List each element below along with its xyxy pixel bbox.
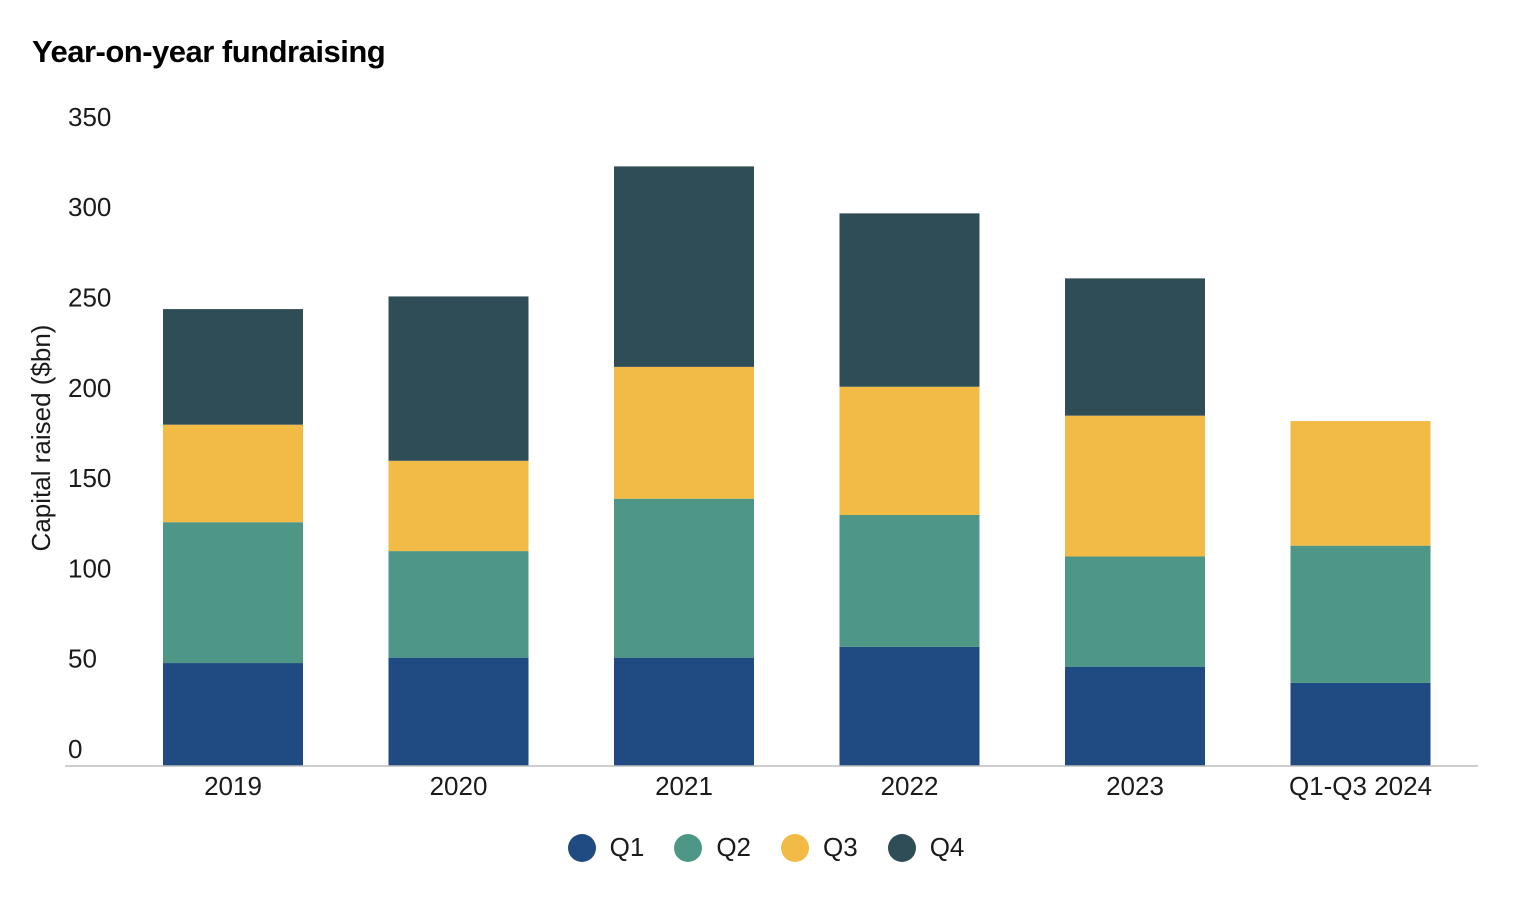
bar-segment-q2-2023[interactable] bbox=[1065, 556, 1205, 667]
y-tick-label-300: 300 bbox=[68, 192, 111, 222]
bar-segment-q1-2023[interactable] bbox=[1065, 666, 1205, 766]
x-axis-ticks: 2019 2020 2021 2022 2023 Q1-Q3 2024 bbox=[204, 771, 1432, 801]
bar-segment-q1-q1-q3-2024[interactable] bbox=[1290, 682, 1431, 766]
bar-segment-q4-2022[interactable] bbox=[839, 213, 980, 387]
x-tick-label-2022: 2022 bbox=[881, 771, 939, 801]
bar-segment-q1-2020[interactable] bbox=[388, 657, 529, 766]
legend: Q1 Q2 Q3 Q4 bbox=[0, 832, 1522, 863]
y-tick-label-250: 250 bbox=[68, 283, 111, 313]
y-axis-title: Capital raised ($bn) bbox=[26, 325, 56, 552]
bar-segment-q2-2019[interactable] bbox=[163, 522, 303, 664]
chart-title: Year-on-year fundraising bbox=[32, 34, 386, 69]
bar-segment-q3-2021[interactable] bbox=[614, 366, 754, 499]
legend-label-q2: Q2 bbox=[716, 832, 751, 862]
bar-segment-q3-2022[interactable] bbox=[839, 386, 980, 515]
y-tick-label-100: 100 bbox=[68, 553, 111, 583]
y-tick-label-350: 350 bbox=[68, 102, 111, 132]
bar-segment-q4-2020[interactable] bbox=[388, 296, 529, 461]
legend-label-q3: Q3 bbox=[823, 832, 858, 862]
bar-segment-q1-2019[interactable] bbox=[163, 663, 303, 766]
legend-label-q1: Q1 bbox=[609, 832, 645, 862]
bar-segment-q1-2021[interactable] bbox=[614, 657, 754, 766]
legend-swatch-q4 bbox=[887, 833, 916, 862]
legend-item-q4[interactable]: Q4 bbox=[887, 832, 965, 863]
x-tick-label-2021: 2021 bbox=[655, 771, 713, 801]
bar-segment-q4-2023[interactable] bbox=[1065, 278, 1205, 416]
y-tick-label-150: 150 bbox=[68, 463, 111, 493]
legend-swatch-q2 bbox=[674, 833, 703, 862]
y-tick-label-50: 50 bbox=[68, 644, 97, 674]
x-tick-label-2023: 2023 bbox=[1106, 771, 1164, 801]
bar-segment-q2-2020[interactable] bbox=[388, 551, 529, 658]
bar-segment-q1-2022[interactable] bbox=[839, 646, 980, 766]
bar-segment-q2-2021[interactable] bbox=[614, 498, 754, 658]
bar-segment-q3-2023[interactable] bbox=[1065, 415, 1205, 557]
legend-swatch-q3 bbox=[781, 833, 809, 862]
bar-stack-group bbox=[163, 166, 1431, 766]
legend-item-q2[interactable]: Q2 bbox=[674, 832, 751, 863]
y-tick-label-0: 0 bbox=[68, 734, 82, 764]
bar-segment-q3-q1-q3-2024[interactable] bbox=[1290, 421, 1431, 546]
legend-label-q4: Q4 bbox=[929, 832, 965, 862]
bar-segment-q4-2021[interactable] bbox=[614, 166, 754, 367]
x-tick-label-2020: 2020 bbox=[430, 771, 488, 801]
bar-segment-q2-q1-q3-2024[interactable] bbox=[1290, 545, 1431, 683]
bar-segment-q3-2019[interactable] bbox=[163, 424, 303, 523]
x-tick-label-q1-q3-2024: Q1-Q3 2024 bbox=[1289, 771, 1432, 801]
bar-segment-q2-2022[interactable] bbox=[839, 514, 980, 647]
x-tick-label-2019: 2019 bbox=[204, 771, 262, 801]
y-axis-ticks: 0 50 100 150 200 250 300 350 bbox=[68, 102, 111, 764]
legend-item-q1[interactable]: Q1 bbox=[567, 832, 645, 863]
bar-segment-q4-2019[interactable] bbox=[163, 309, 303, 425]
legend-item-q3[interactable]: Q3 bbox=[781, 832, 858, 863]
y-tick-label-200: 200 bbox=[68, 373, 111, 403]
bar-segment-q3-2020[interactable] bbox=[388, 460, 529, 552]
legend-swatch-q1 bbox=[567, 833, 596, 862]
